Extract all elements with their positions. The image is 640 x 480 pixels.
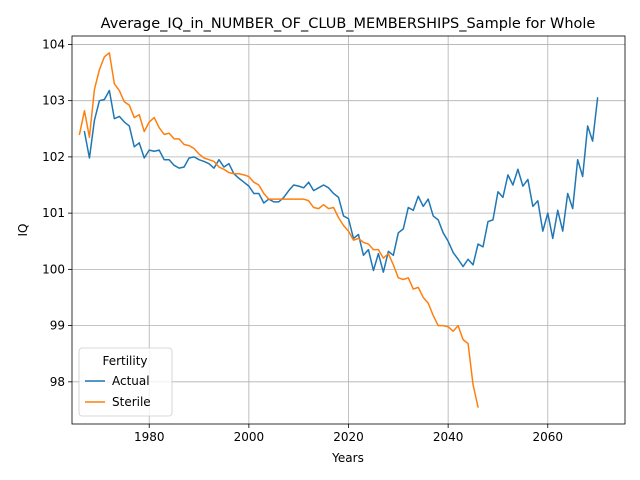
x-tick-label: 2020 (333, 430, 364, 444)
legend-label-actual: Actual (112, 374, 150, 388)
chart-title: Average_IQ_in_NUMBER_OF_CLUB_MEMBERSHIPS… (101, 16, 596, 32)
x-tick-label: 1980 (134, 430, 165, 444)
x-axis-label: Years (331, 451, 364, 465)
y-tick-label: 100 (42, 262, 65, 276)
series-line-sterile (78, 52, 479, 408)
y-tick-label: 99 (50, 319, 65, 333)
y-tick-label: 103 (42, 94, 65, 108)
y-axis-label: IQ (16, 224, 30, 237)
series-line-actual (83, 89, 599, 273)
legend-title: Fertility (102, 354, 147, 368)
x-tick-label: 2040 (433, 430, 464, 444)
legend-label-sterile: Sterile (112, 395, 151, 409)
y-tick-label: 98 (50, 375, 65, 389)
y-tick-label: 102 (42, 150, 65, 164)
x-tick-label: 2000 (234, 430, 265, 444)
y-tick-label: 104 (42, 37, 65, 51)
series-layer (78, 52, 599, 408)
legend-box (78, 347, 173, 417)
legend: Fertility Actual Sterile (78, 347, 173, 417)
y-tick-label: 101 (42, 206, 65, 220)
x-tick-label: 2060 (533, 430, 564, 444)
axis-ticks: 1980 2000 2020 2040 2060 98 99 100 101 102 103 104 (42, 37, 563, 444)
